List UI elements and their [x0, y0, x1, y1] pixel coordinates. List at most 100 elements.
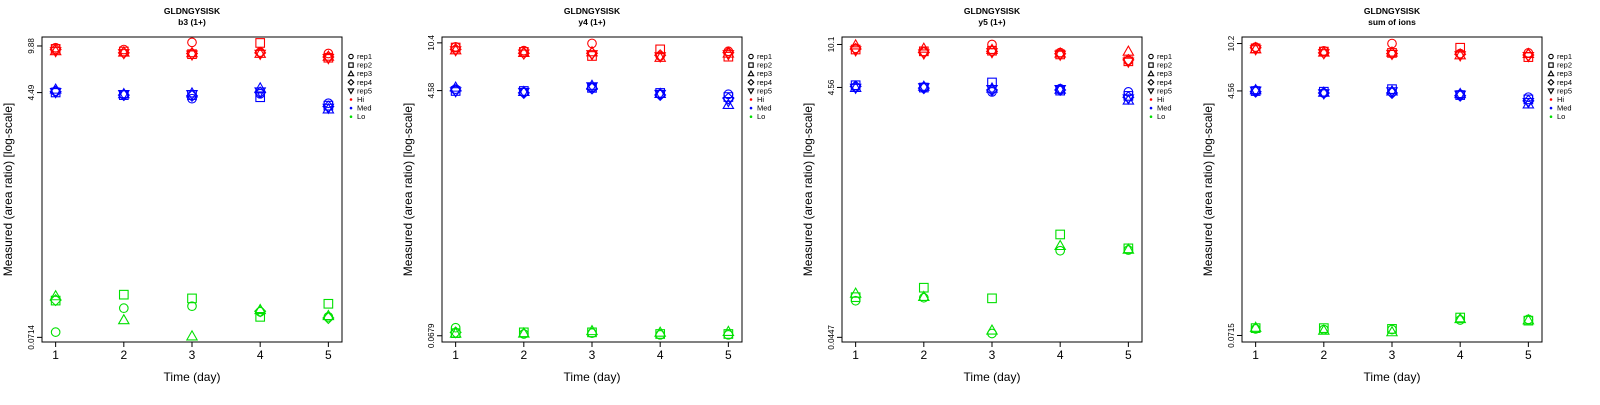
- x-tick-label: 5: [325, 348, 332, 362]
- legend-label-rep5: rep5: [1557, 86, 1572, 95]
- legend-label-rep2: rep2: [757, 61, 772, 70]
- legend-marker-rep5: [347, 88, 355, 95]
- x-tick-label: 1: [1252, 348, 1259, 362]
- data-point-hi-rep4: [254, 46, 267, 59]
- x-tick-label: 4: [257, 348, 264, 362]
- data-point-hi-rep5: [722, 50, 735, 61]
- data-point-med-rep5: [1054, 84, 1067, 96]
- data-point-med-rep5: [585, 82, 599, 93]
- data-point-med-rep5: [1317, 89, 1330, 100]
- data-point-lo-rep2: [1523, 315, 1534, 326]
- x-axis-label: Time (day): [1364, 370, 1421, 384]
- legend-marker-rep1: [1548, 53, 1554, 60]
- data-point-lo-rep2: [1055, 229, 1066, 240]
- data-point-hi-rep5: [322, 54, 335, 65]
- y-tick-label: 0.0679: [427, 323, 436, 348]
- data-point-lo-rep3: [117, 313, 130, 325]
- data-point-med-rep5: [849, 83, 862, 95]
- data-point-med-rep5: [1385, 87, 1399, 98]
- data-point-med-rep4: [1122, 91, 1135, 104]
- data-point-hi-rep5: [1249, 45, 1262, 56]
- data-point-hi-rep5: [985, 48, 999, 59]
- legend-marker-rep4: [747, 78, 755, 86]
- data-point-hi-rep5: [1317, 49, 1330, 60]
- y-tick-label: 10.4: [427, 35, 436, 51]
- legend-label-rep5: rep5: [357, 86, 372, 95]
- data-point-lo-rep1: [450, 322, 461, 333]
- chart-subtitle: b3 (1+): [178, 17, 206, 27]
- data-point-lo-rep3: [917, 290, 930, 302]
- data-point-med-rep5: [917, 83, 930, 94]
- legend-label-rep4: rep4: [757, 78, 772, 87]
- chart-title: GLDNGYSISK: [564, 6, 621, 16]
- data-point-lo-rep2: [987, 293, 997, 304]
- data-point-med-rep3: [585, 79, 599, 90]
- data-point-med-rep5: [1122, 94, 1135, 106]
- x-tick-label: 1: [52, 348, 59, 362]
- data-point-med-rep5: [654, 89, 667, 101]
- x-tick-label: 3: [1389, 348, 1396, 362]
- data-point-lo-rep3: [722, 325, 735, 336]
- y-tick-label: 4.58: [427, 82, 436, 98]
- data-point-lo-rep3: [517, 326, 530, 338]
- legend-marker-rep4: [1147, 78, 1155, 86]
- x-axis-label: Time (day): [164, 370, 221, 384]
- chart-subtitle: y5 (1+): [978, 17, 1005, 27]
- legend-label-med: Med: [357, 104, 372, 113]
- data-point-med-rep3: [722, 98, 735, 110]
- legend-label-rep1: rep1: [1157, 52, 1172, 61]
- data-point-hi-rep3: [1454, 48, 1467, 60]
- legend-dot-med: [749, 106, 753, 110]
- data-point-lo-rep3: [1054, 239, 1067, 251]
- data-point-med-rep5: [49, 88, 62, 99]
- x-axis-label: Time (day): [964, 370, 1021, 384]
- data-point-lo-rep1: [918, 292, 929, 303]
- data-point-lo-rep3: [1385, 325, 1399, 337]
- legend-label-rep5: rep5: [757, 86, 772, 95]
- legend-label-lo: Lo: [1557, 112, 1565, 121]
- legend-marker-rep2: [1148, 62, 1154, 68]
- data-point-lo-rep3: [585, 324, 599, 336]
- data-point-med-rep4: [585, 82, 599, 95]
- data-point-hi-rep1: [187, 37, 197, 48]
- data-point-hi-rep5: [254, 49, 267, 61]
- legend-label-rep1: rep1: [1557, 52, 1572, 61]
- x-tick-label: 5: [1525, 348, 1532, 362]
- legend-marker-rep2: [348, 62, 354, 68]
- legend-label-rep3: rep3: [357, 69, 372, 78]
- data-point-lo-rep4: [449, 326, 462, 339]
- data-point-hi-rep5: [1522, 51, 1535, 63]
- y-tick-label: 4.49: [27, 84, 36, 100]
- legend-marker-rep1: [1148, 53, 1154, 60]
- data-point-hi-rep3: [517, 46, 530, 57]
- x-tick-label: 3: [989, 348, 996, 362]
- legend-label-rep2: rep2: [1157, 61, 1172, 70]
- data-point-hi-rep4: [185, 47, 199, 60]
- data-point-hi-rep3: [1054, 46, 1067, 58]
- data-point-lo-rep2: [323, 298, 334, 309]
- data-point-med-rep5: [517, 87, 530, 99]
- data-point-hi-rep5: [1385, 49, 1399, 61]
- legend-marker-rep3: [1547, 69, 1555, 77]
- legend-label-hi: Hi: [1157, 95, 1164, 104]
- y-axis-label: Measured (area ratio) [log-scale]: [401, 103, 415, 276]
- x-tick-label: 3: [589, 348, 596, 362]
- data-point-lo-rep3: [1522, 313, 1535, 325]
- legend-label-rep3: rep3: [1557, 69, 1572, 78]
- legend-marker-rep3: [1147, 69, 1155, 77]
- data-point-hi-rep5: [1054, 50, 1067, 62]
- legend-label-rep2: rep2: [357, 61, 372, 70]
- data-point-lo-rep2: [187, 293, 197, 304]
- legend-label-lo: Lo: [1157, 112, 1165, 121]
- legend-label-rep2: rep2: [1557, 61, 1572, 70]
- data-point-hi-rep3: [254, 47, 267, 58]
- data-point-hi-rep4: [322, 50, 335, 64]
- legend-dot-med: [1549, 106, 1553, 110]
- legend-marker-rep4: [347, 78, 355, 86]
- legend-label-lo: Lo: [357, 112, 365, 121]
